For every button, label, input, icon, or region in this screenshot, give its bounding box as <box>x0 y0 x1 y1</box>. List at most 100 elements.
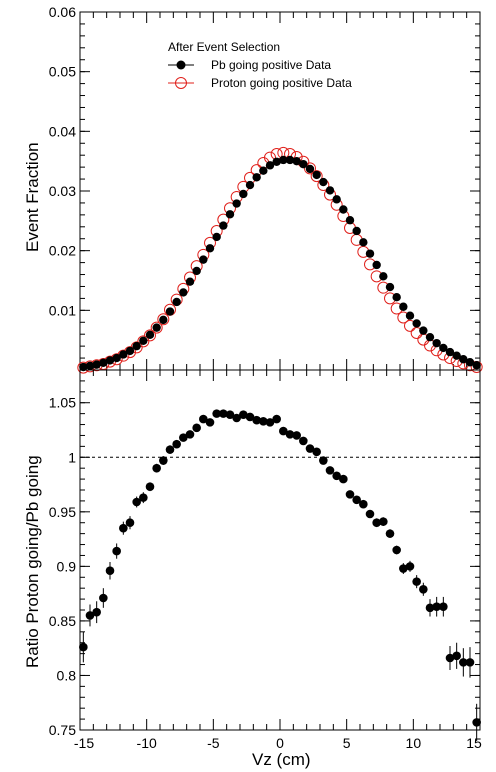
top-data-points <box>77 146 483 374</box>
ratio-data-point <box>265 418 275 427</box>
ratio-data-point <box>205 418 215 427</box>
pb-data-point <box>345 216 355 225</box>
pb-data-point <box>379 272 388 281</box>
x-tick-label: -5 <box>207 735 220 751</box>
top-y-tick-label: 0.03 <box>49 183 76 199</box>
ratio-data-point <box>192 423 201 433</box>
pb-data-point <box>85 361 95 371</box>
proton-data-point <box>304 162 316 175</box>
ratio-data-point <box>432 602 441 612</box>
ratio-data-point <box>85 611 95 620</box>
legend-proton-marker <box>175 77 187 89</box>
proton-data-point <box>157 313 170 326</box>
ratio-data-point <box>292 431 301 440</box>
pb-data-point <box>372 260 381 270</box>
pb-data-point <box>472 361 481 370</box>
bottom-y-tick-label: 0.95 <box>49 504 76 520</box>
ratio-data-point <box>465 658 475 667</box>
ratio-data-point <box>405 562 415 571</box>
ratio-data-point <box>79 642 88 652</box>
bottom-x-ticks: -15 -10 -5 0 5 10 15 <box>74 370 482 751</box>
proton-data-point <box>310 170 323 183</box>
ratio-data-point <box>319 456 328 465</box>
ratio-data-point <box>112 546 121 556</box>
pb-data-point <box>159 315 168 325</box>
bottom-y-axis-title: Ratio Proton going/Pb going <box>23 455 42 668</box>
ratio-data-point <box>259 416 268 426</box>
ratio-data-point <box>365 509 375 519</box>
ratio-data-point <box>472 718 481 727</box>
pb-data-point <box>465 358 475 367</box>
pb-data-point <box>325 186 335 195</box>
pb-data-point <box>285 155 295 165</box>
ratio-data-point <box>159 456 168 465</box>
top-y-tick-label: 0.04 <box>49 123 76 139</box>
ratio-data-point <box>119 523 128 533</box>
pb-data-point <box>392 293 401 302</box>
ratio-data-point <box>352 495 361 505</box>
ratio-data-point <box>132 497 141 507</box>
ratio-data-point <box>425 603 435 613</box>
ratio-data-point <box>199 414 208 424</box>
legend-proton-label: Proton going positive Data <box>211 76 352 90</box>
pb-data-point <box>412 319 421 328</box>
ratio-data-point <box>225 410 235 420</box>
ratio-data-point <box>232 413 241 423</box>
pb-data-point <box>385 282 395 292</box>
top-y-tick-label: 0.01 <box>49 302 76 318</box>
ratio-data-point <box>379 517 388 526</box>
ratio-data-point <box>145 482 155 492</box>
pb-data-point <box>119 350 128 359</box>
pb-data-point <box>332 195 341 204</box>
pb-data-point <box>99 358 108 368</box>
ratio-data-point <box>212 409 221 418</box>
ratio-data-point <box>445 653 455 663</box>
ratio-data-point <box>125 518 135 528</box>
pb-data-point <box>252 173 261 182</box>
pb-data-point <box>245 180 255 190</box>
bottom-panel: 0.75 0.8 0.85 0.9 0.95 1 1.05 -15 -10 -5 0 5 10 15 R… <box>23 369 482 769</box>
pb-data-point <box>212 232 221 242</box>
bottom-y-ticks: 0.75 0.8 0.85 0.9 0.95 1 1.05 <box>49 369 480 738</box>
x-tick-label: -15 <box>74 735 94 751</box>
pb-data-point <box>312 170 321 180</box>
ratio-data-point <box>105 566 115 576</box>
proton-data-point <box>150 321 163 334</box>
legend-pb-marker <box>176 60 186 70</box>
pb-data-point <box>152 323 161 332</box>
pb-data-point <box>432 338 441 348</box>
ratio-data-point <box>385 529 395 538</box>
pb-data-point <box>239 189 248 199</box>
pb-data-point <box>225 210 235 219</box>
bottom-y-tick-label: 0.85 <box>49 613 76 629</box>
ratio-data-point <box>392 545 401 555</box>
x-tick-label: 0 <box>276 735 284 751</box>
ratio-data-point <box>325 466 335 475</box>
top-y-axis-title: Event Fraction <box>23 142 42 252</box>
pb-data-point <box>405 311 415 320</box>
pb-data-point <box>359 238 368 247</box>
ratio-data-point <box>419 584 428 594</box>
ratio-data-point <box>452 651 461 661</box>
pb-data-point <box>292 156 301 166</box>
top-y-ticks: 0.01 0.02 0.03 0.04 0.05 0.06 <box>49 4 480 371</box>
ratio-data-point <box>245 412 255 422</box>
pb-data-point <box>259 166 268 175</box>
ratio-data-point <box>252 415 261 425</box>
pb-data-point <box>79 362 88 372</box>
x-tick-label: 15 <box>466 735 482 751</box>
ratio-data-point <box>139 493 148 502</box>
pb-data-point <box>419 326 428 335</box>
top-panel: 0.010.020.030.040.050.06 Event Fraction … <box>23 4 483 374</box>
ratio-data-point <box>219 409 228 418</box>
ratio-data-point <box>372 518 381 528</box>
ratio-data-point <box>439 602 448 612</box>
proton-data-point <box>144 329 156 342</box>
ratio-data-point <box>299 436 308 446</box>
ratio-data-point <box>185 430 195 439</box>
bottom-y-tick-label: 0.75 <box>49 722 76 738</box>
pb-data-point <box>445 347 455 357</box>
x-tick-label: 10 <box>406 735 422 751</box>
top-y-tick-label: 0.02 <box>49 243 76 259</box>
pb-data-point <box>272 157 281 166</box>
